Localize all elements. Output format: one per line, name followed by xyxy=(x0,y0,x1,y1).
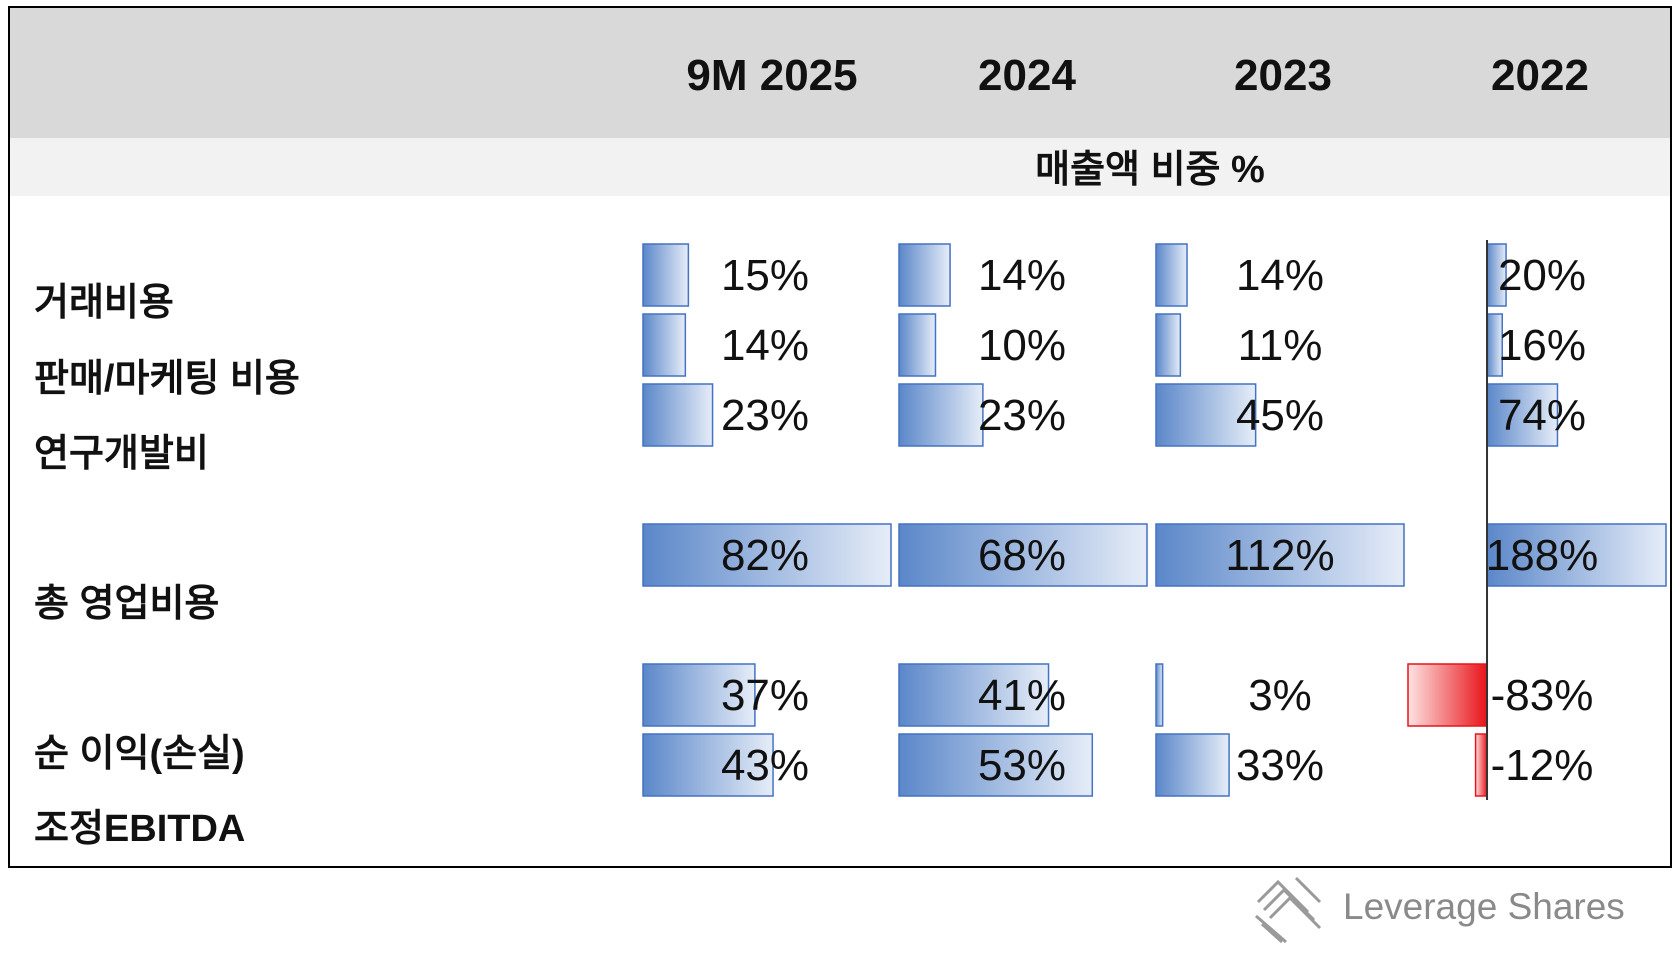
header-band xyxy=(10,8,1670,138)
data-bar-2024-row4 xyxy=(898,523,1148,587)
data-bar-2023-row4 xyxy=(1155,523,1405,587)
data-label-2023-row5: 3% xyxy=(1248,671,1312,720)
data-bar-2022-row5 xyxy=(1407,663,1488,727)
leverage-shares-logo: Leverage Shares xyxy=(1248,868,1668,948)
column-header-9m-2025: 9M 2025 xyxy=(686,51,858,100)
data-label-9m-2025-row4: 82% xyxy=(721,531,809,580)
data-bar-2023-row6 xyxy=(1155,733,1230,797)
data-bar-9m-2025-row4 xyxy=(642,523,892,587)
data-bar-2023-row2 xyxy=(1155,313,1182,377)
column-header-2023: 2023 xyxy=(1234,51,1332,100)
data-bar-9m-2025-row6 xyxy=(642,733,774,797)
row-label-net-income: 순 이익(손실) xyxy=(34,733,245,775)
data-label-2022-row6: -12% xyxy=(1491,741,1594,790)
data-label-2023-row4: 112% xyxy=(1225,531,1334,580)
data-label-9m-2025-row3: 23% xyxy=(721,391,809,440)
subheader-label: 매출액 비중 % xyxy=(1035,149,1265,191)
data-bar-2024-row3 xyxy=(898,383,984,447)
data-label-2023-row1: 14% xyxy=(1236,251,1324,300)
data-label-2023-row6: 33% xyxy=(1236,741,1324,790)
data-label-2024-row2: 10% xyxy=(978,321,1066,370)
data-bar-2022-row4 xyxy=(1486,523,1667,587)
data-label-2024-row1: 14% xyxy=(978,251,1066,300)
column-header-2024: 2024 xyxy=(978,51,1076,100)
data-label-2023-row3: 45% xyxy=(1236,391,1324,440)
data-label-2022-row2: 16% xyxy=(1498,321,1586,370)
data-label-9m-2025-row5: 37% xyxy=(721,671,809,720)
logo-text: Leverage Shares xyxy=(1343,886,1625,927)
row-label-total-opex: 총 영업비용 xyxy=(34,583,220,625)
data-bar-2024-row5 xyxy=(898,663,1050,727)
data-bar-9m-2025-row2 xyxy=(642,313,687,377)
data-label-2022-row4: 188% xyxy=(1486,531,1599,580)
data-label-2024-row6: 53% xyxy=(978,741,1066,790)
data-label-2024-row4: 68% xyxy=(978,531,1066,580)
data-bar-2024-row6 xyxy=(898,733,1094,797)
row-label-adj-ebitda: 조정EBITDA xyxy=(34,808,246,850)
row-label-transaction: 거래비용 xyxy=(34,282,174,324)
data-bar-2023-row5 xyxy=(1155,663,1164,727)
data-bar-9m-2025-row3 xyxy=(642,383,714,447)
data-label-2023-row2: 11% xyxy=(1238,321,1323,370)
data-table xyxy=(8,6,1672,868)
data-bar-9m-2025-row1 xyxy=(642,243,690,307)
data-bar-2024-row1 xyxy=(898,243,951,307)
data-label-9m-2025-row6: 43% xyxy=(721,741,809,790)
data-label-2024-row3: 23% xyxy=(978,391,1066,440)
data-bar-9m-2025-row5 xyxy=(642,663,756,727)
data-bar-2023-row1 xyxy=(1155,243,1188,307)
databar-chart: 15% 14% 23% 82% 37% 43% 14% 10% 23% 68% 41% 53% 14% 1… xyxy=(642,240,1667,800)
data-bar-2023-row3 xyxy=(1155,383,1257,447)
column-header-2022: 2022 xyxy=(1491,51,1589,100)
subheader-band xyxy=(10,138,1670,196)
leverage-shares-logo-icon xyxy=(1255,876,1322,944)
data-label-2022-row5: -83% xyxy=(1491,671,1594,720)
data-label-2022-row3: 74% xyxy=(1498,391,1586,440)
row-label-rnd: 연구개발비 xyxy=(34,433,209,475)
row-label-sales-marketing: 판매/마케팅 비용 xyxy=(34,358,300,400)
data-label-9m-2025-row1: 15% xyxy=(721,251,809,300)
data-label-9m-2025-row2: 14% xyxy=(721,321,809,370)
data-bar-2024-row2 xyxy=(898,313,937,377)
data-label-2022-row1: 20% xyxy=(1498,251,1586,300)
data-label-2024-row5: 41% xyxy=(978,671,1066,720)
data-bar-2022-row6 xyxy=(1474,733,1488,797)
